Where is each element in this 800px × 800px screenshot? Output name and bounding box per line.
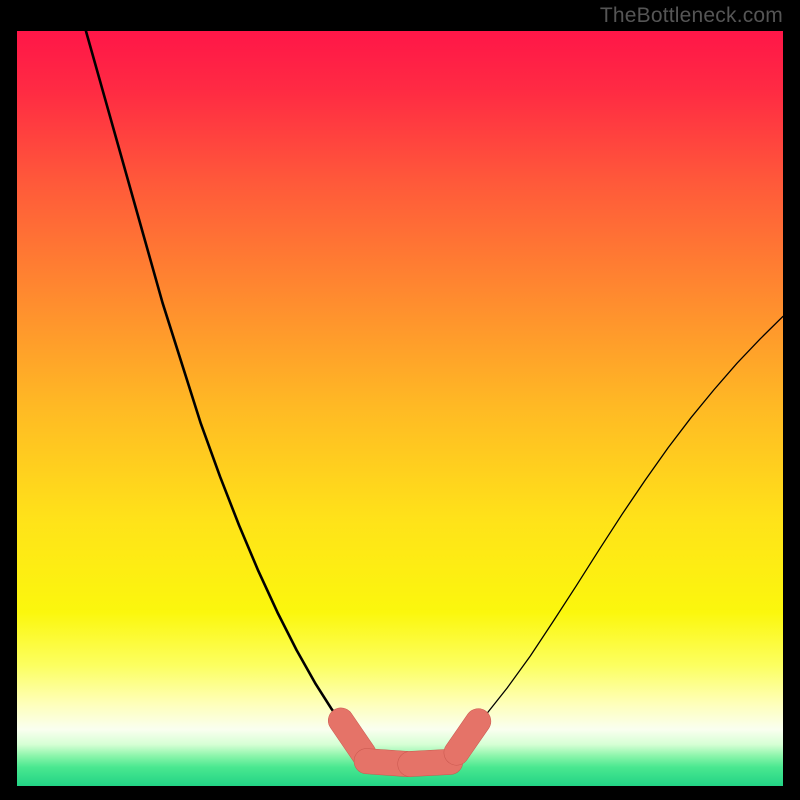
watermark-text: TheBottleneck.com xyxy=(600,4,783,28)
chart-container: TheBottleneck.com xyxy=(0,0,800,800)
pill-markers xyxy=(323,703,495,778)
curves-layer xyxy=(17,31,783,786)
pill-marker-3 xyxy=(439,704,496,770)
plot-area xyxy=(17,31,783,786)
curve-left xyxy=(86,31,346,729)
curve-right xyxy=(473,316,783,729)
